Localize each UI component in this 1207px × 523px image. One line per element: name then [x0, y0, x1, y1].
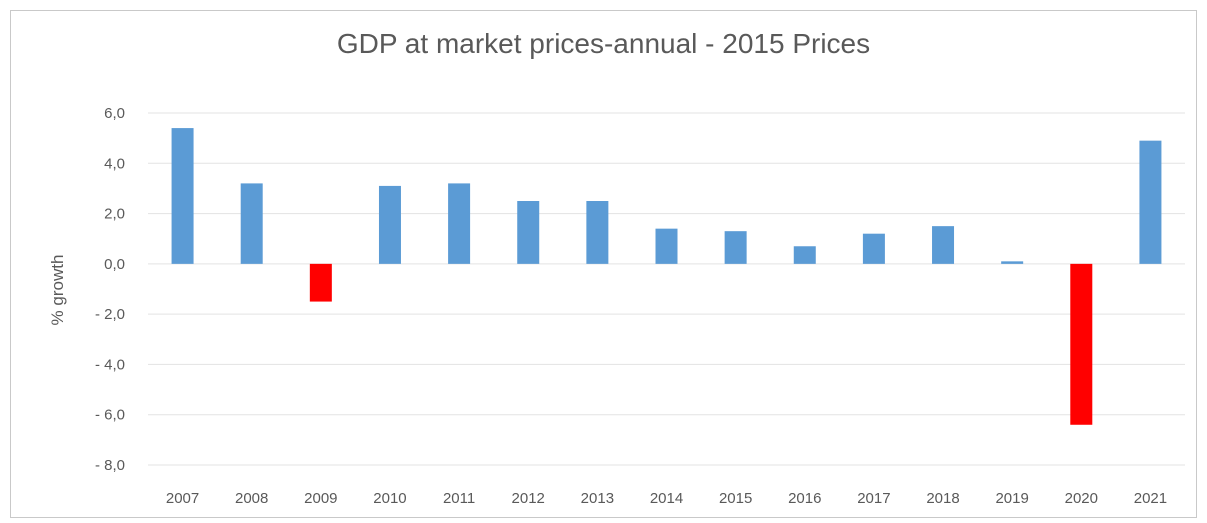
y-tick-label: - 6,0 — [95, 407, 125, 424]
bar-2013 — [586, 201, 609, 264]
bar-2011 — [448, 183, 471, 264]
bar-2007 — [171, 128, 194, 264]
y-tick-label: 0,0 — [104, 256, 125, 273]
x-tick-label: 2012 — [512, 490, 545, 507]
y-tick-label: 2,0 — [104, 206, 125, 223]
x-tick-label: 2021 — [1134, 490, 1167, 507]
x-tick-label: 2017 — [857, 490, 890, 507]
bar-2008 — [240, 183, 263, 264]
bar-2021 — [1139, 140, 1162, 264]
x-tick-label: 2007 — [166, 490, 199, 507]
x-tick-label: 2008 — [235, 490, 268, 507]
x-tick-label: 2020 — [1065, 490, 1098, 507]
x-tick-label: 2018 — [926, 490, 959, 507]
x-tick-label: 2011 — [443, 490, 475, 507]
y-tick-label: - 2,0 — [95, 306, 125, 323]
bar-2018 — [932, 226, 955, 264]
x-tick-label: 2014 — [650, 490, 683, 507]
x-tick-label: 2009 — [304, 490, 337, 507]
x-tick-label: 2019 — [995, 490, 1028, 507]
bar-2019 — [1001, 261, 1024, 264]
y-tick-label: 4,0 — [104, 155, 125, 172]
chart-title: GDP at market prices-annual - 2015 Price… — [336, 28, 871, 59]
x-tick-labels: 2007 2008 2009 2010 2011 2012 2013 2014 2015 2016… — [166, 490, 1167, 507]
x-tick-label: 2015 — [719, 490, 752, 507]
x-tick-label: 2013 — [581, 490, 614, 507]
bar-2009 — [309, 263, 332, 302]
gridlines — [148, 112, 1185, 466]
y-tick-label: 6,0 — [104, 105, 125, 122]
bars — [171, 128, 1162, 425]
bar-2015 — [724, 231, 747, 264]
bar-2016 — [793, 246, 816, 264]
bar-2012 — [517, 201, 540, 264]
bar-2014 — [655, 228, 678, 264]
y-tick-label: - 8,0 — [95, 457, 125, 474]
bar-2020 — [1070, 263, 1093, 425]
y-tick-labels: 6,0 4,0 2,0 0,0 - 2,0 - 4,0 - 6,0 - 8,0 — [95, 105, 125, 474]
x-tick-label: 2016 — [788, 490, 821, 507]
bar-2010 — [378, 185, 401, 264]
bar-2017 — [862, 233, 885, 264]
y-tick-label: - 4,0 — [95, 356, 125, 373]
x-tick-label: 2010 — [373, 490, 406, 507]
